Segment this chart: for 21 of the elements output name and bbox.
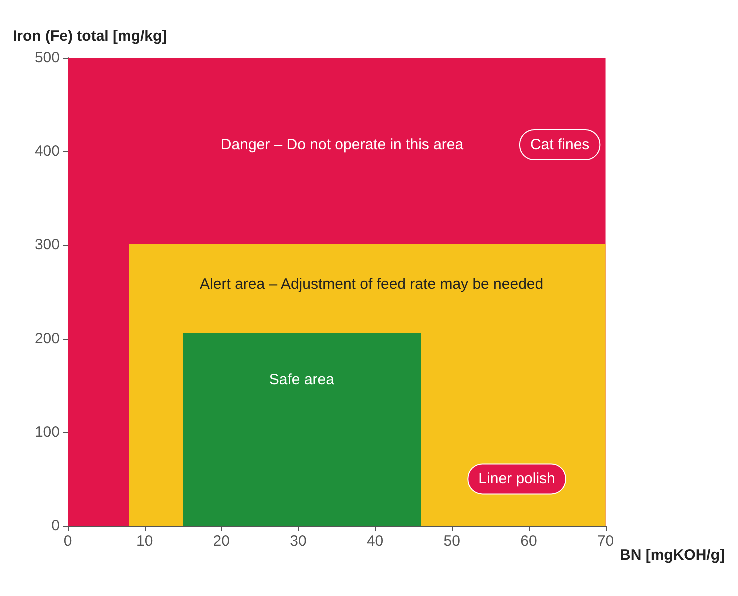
x-tick-label: 10 <box>136 533 154 550</box>
y-axis-title: Iron (Fe) total [mg/kg] <box>13 28 168 45</box>
annotation: Alert area – Adjustment of feed rate may be needed <box>200 276 544 294</box>
y-tick-label: 200 <box>34 330 60 348</box>
y-tick-label: 300 <box>34 236 60 254</box>
x-tick-label: 70 <box>597 533 614 550</box>
x-tick-label: 60 <box>520 533 538 550</box>
x-tick-label: 40 <box>366 533 384 550</box>
y-tick-label: 0 <box>52 518 60 534</box>
x-tick-label: 50 <box>444 533 460 550</box>
y-tick-label: 400 <box>34 143 60 160</box>
y-tick-label: 100 <box>34 424 60 441</box>
annotation: Safe area <box>269 371 336 388</box>
annotation: Cat fines <box>530 136 590 154</box>
x-axis-title: BN [mgKOH/g] <box>620 547 725 564</box>
y-tick-label: 500 <box>34 50 60 66</box>
x-tick-label: 20 <box>213 533 230 550</box>
x-tick-label: 30 <box>290 533 307 550</box>
annotation: Liner polish <box>478 470 556 488</box>
x-tick-label: 0 <box>64 533 72 550</box>
annotation: Danger – Do not operate in this area <box>220 136 464 154</box>
